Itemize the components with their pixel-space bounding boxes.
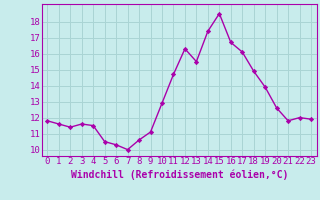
X-axis label: Windchill (Refroidissement éolien,°C): Windchill (Refroidissement éolien,°C): [70, 169, 288, 180]
